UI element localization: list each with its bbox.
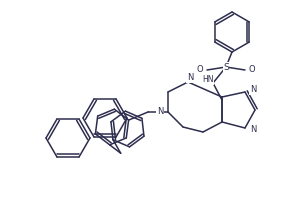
Text: O: O bbox=[249, 66, 255, 74]
Text: O: O bbox=[197, 66, 203, 74]
Text: HN: HN bbox=[202, 75, 214, 84]
Text: N: N bbox=[250, 126, 256, 134]
Text: N: N bbox=[157, 108, 163, 116]
Text: N: N bbox=[187, 73, 193, 82]
Text: S: S bbox=[223, 62, 229, 72]
Text: N: N bbox=[250, 86, 256, 95]
